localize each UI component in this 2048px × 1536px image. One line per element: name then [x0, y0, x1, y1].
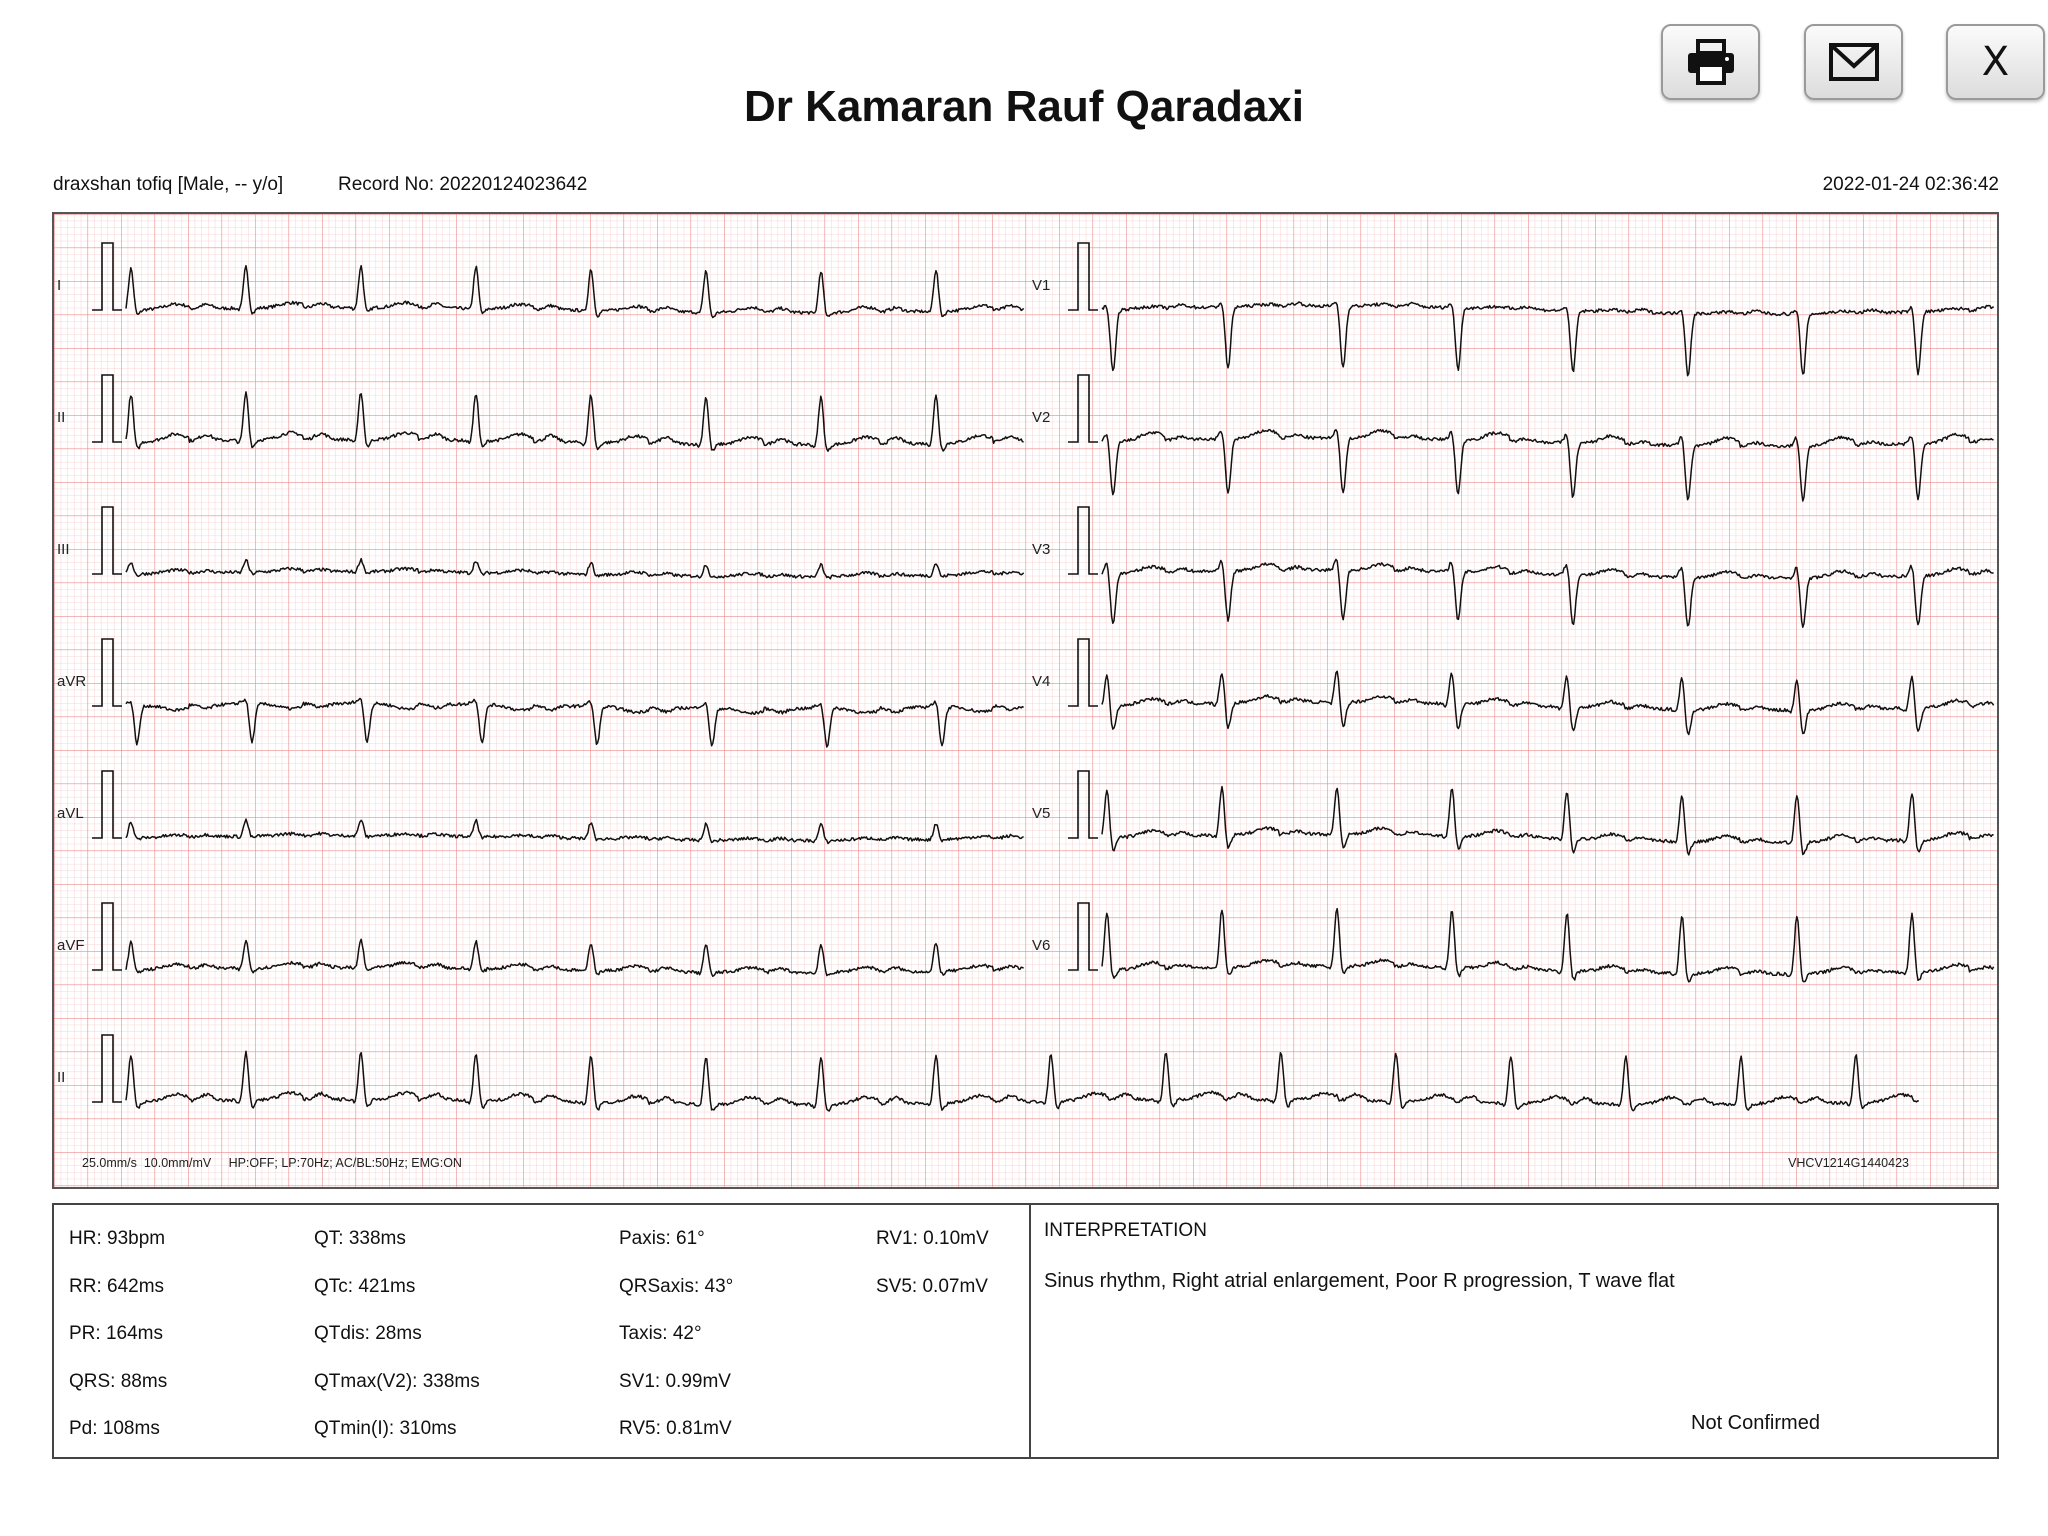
ecg-chart: I II III aVR aVL aVF V1 V2 V3 V4 V5 V6 II 25.0mm/s 1… [52, 212, 1999, 1189]
email-button[interactable] [1804, 24, 1903, 100]
measurement-qtdis: QTdis: 28ms [314, 1323, 422, 1344]
measurement-paxis: Paxis: 61° [619, 1228, 705, 1249]
lead-label-v4: V4 [1032, 673, 1050, 690]
measurement-sv5: SV5: 0.07mV [876, 1276, 988, 1297]
calibration-pulse [92, 374, 122, 443]
measurement-qtmin: QTmin(I): 310ms [314, 1418, 457, 1439]
confirmation-status: Not Confirmed [1691, 1412, 1820, 1434]
measurement-hr: HR: 93bpm [69, 1228, 166, 1249]
calibration-pulse [1068, 506, 1098, 575]
close-button[interactable]: X [1946, 24, 2045, 100]
ecg-trace-v5 [1101, 785, 1994, 856]
ecg-trace-v1 [1101, 301, 1995, 377]
interpretation-text: Sinus rhythm, Right atrial enlargement, … [1044, 1270, 1675, 1292]
ecg-trace-v4 [1101, 670, 1995, 736]
measurement-sv1: SV1: 0.99mV [619, 1371, 731, 1392]
calibration-pulse [92, 902, 122, 971]
lead-label-v2: V2 [1032, 409, 1050, 426]
record-datetime: 2022-01-24 02:36:42 [1822, 174, 1999, 195]
measurement-qrsaxis: QRSaxis: 43° [619, 1276, 734, 1297]
lead-label-avr: aVR [57, 673, 86, 690]
measurement-rr: RR: 642ms [69, 1276, 165, 1297]
lead-label-i: I [57, 277, 61, 294]
lead-label-v1: V1 [1032, 277, 1050, 294]
lead-label-v6: V6 [1032, 937, 1050, 954]
measurement-pd: Pd: 108ms [69, 1418, 160, 1439]
ecg-trace-v6 [1101, 907, 1995, 983]
measurement-qtc: QTc: 421ms [314, 1276, 416, 1297]
calibration-pulse [92, 770, 122, 839]
lead-label-v5: V5 [1032, 805, 1050, 822]
measurement-rv5: RV5: 0.81mV [619, 1418, 732, 1439]
lead-label-avf: aVF [57, 937, 85, 954]
calibration-pulse [92, 1034, 122, 1103]
record-number: Record No: 20220124023642 [338, 174, 588, 195]
measurements-panel: HR: 93bpm RR: 642ms PR: 164ms QRS: 88ms … [52, 1203, 1999, 1459]
ecg-trace-iii [125, 557, 1025, 580]
measurement-qtmax: QTmax(V2): 338ms [314, 1371, 480, 1392]
calibration-pulse [92, 242, 122, 311]
envelope-icon [1828, 43, 1879, 81]
calibration-pulse [1068, 638, 1098, 707]
ecg-trace-avl [125, 818, 1024, 845]
calibration-pulse [1068, 242, 1098, 311]
print-button[interactable] [1661, 24, 1760, 100]
ecg-trace-avr [125, 697, 1024, 748]
measurement-taxis: Taxis: 42° [619, 1323, 702, 1344]
ecg-trace-rhythm-ii [125, 1050, 1919, 1112]
calibration-pulse [1068, 902, 1098, 971]
ecg-trace-ii [125, 391, 1024, 452]
lead-label-ii: II [57, 409, 65, 426]
lead-label-iii: III [57, 541, 70, 558]
calibration-pulse [1068, 770, 1098, 839]
measurement-pr: PR: 164ms [69, 1323, 163, 1344]
measurements-table: HR: 93bpm RR: 642ms PR: 164ms QRS: 88ms … [54, 1205, 1031, 1457]
printer-icon [1687, 39, 1734, 85]
patient-name: draxshan tofiq [Male, -- y/o] [53, 174, 284, 195]
measurement-qt: QT: 338ms [314, 1228, 406, 1249]
lead-label-v3: V3 [1032, 541, 1050, 558]
calibration-pulse [92, 506, 122, 575]
ecg-trace-i [125, 264, 1025, 319]
calibration-pulse [1068, 374, 1098, 443]
device-serial-text: VHCV1214G1440423 [1788, 1156, 1909, 1170]
ecg-trace-avf [125, 938, 1024, 978]
interpretation-heading: INTERPRETATION [1044, 1220, 1207, 1241]
page-title: Dr Kamaran Rauf Qaradaxi [744, 82, 1304, 131]
measurement-qrs: QRS: 88ms [69, 1371, 168, 1392]
ecg-settings-text: 25.0mm/s 10.0mm/mV HP:OFF; LP:70Hz; AC/B… [82, 1156, 462, 1170]
ecg-trace-v3 [1101, 558, 1994, 628]
measurement-rv1: RV1: 0.10mV [876, 1228, 989, 1249]
lead-label-avl: aVL [57, 805, 84, 822]
lead-label-rhythm-ii: II [57, 1069, 65, 1086]
ecg-trace-v2 [1101, 428, 1994, 502]
calibration-pulse [92, 638, 122, 707]
close-icon: X [1981, 39, 2010, 85]
